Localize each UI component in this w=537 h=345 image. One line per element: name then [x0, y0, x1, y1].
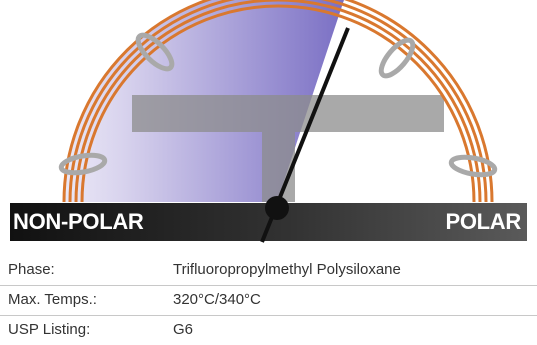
spec-value: Trifluoropropylmethyl Polysiloxane [173, 261, 401, 278]
spec-key: USP Listing: [8, 321, 91, 338]
spec-key: Max. Temps.: [8, 291, 97, 308]
gauge-pivot [265, 196, 289, 220]
gray-band-lower [262, 132, 295, 202]
column-coil [62, 0, 494, 203]
spec-row-usp-listing: USP Listing: G6 [0, 316, 537, 345]
gray-band-upper [132, 95, 444, 132]
spec-row-phase: Phase: Trifluoropropylmethyl Polysiloxan… [0, 256, 537, 286]
spec-table: Phase: Trifluoropropylmethyl Polysiloxan… [0, 256, 537, 345]
non-polar-label: NON-POLAR [13, 209, 144, 234]
coil-clip-ring [448, 154, 498, 178]
coil-clip-ring [135, 32, 175, 72]
spec-key: Phase: [8, 261, 55, 278]
polar-label: POLAR [445, 209, 521, 234]
spec-row-max-temps: Max. Temps.: 320°C/340°C [0, 286, 537, 316]
polarity-gauge [10, 0, 527, 243]
spec-value: 320°C/340°C [173, 291, 261, 308]
coil-clip-ring [378, 37, 416, 79]
coil-clip-ring [58, 152, 108, 176]
spec-value: G6 [173, 321, 194, 338]
